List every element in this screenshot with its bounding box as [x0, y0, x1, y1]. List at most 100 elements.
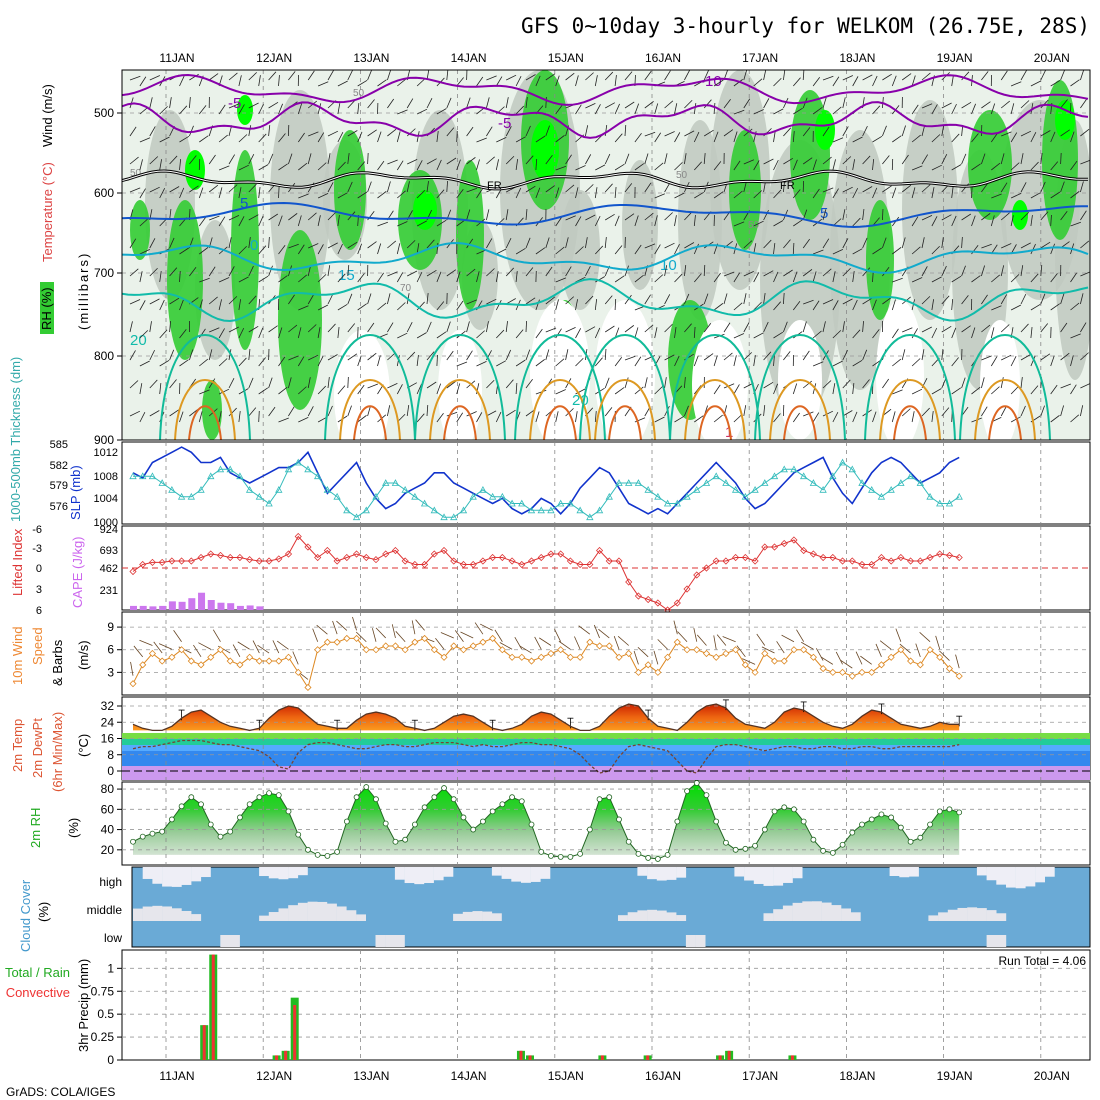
wind-barb — [248, 72, 257, 81]
wind-marker — [275, 657, 283, 665]
wind-barb — [911, 277, 923, 283]
wind-barb — [614, 275, 625, 283]
minmax-axis-label: (6hr Min/Max) — [50, 712, 65, 792]
wind-marker — [187, 657, 195, 665]
wind-barb — [783, 70, 786, 81]
rh-marker — [829, 849, 836, 856]
thickness-marker — [197, 485, 205, 493]
wind-barb — [1000, 324, 1010, 333]
wind-barb — [1070, 160, 1078, 171]
wind-barb — [1000, 265, 1005, 277]
wind-barb — [278, 244, 286, 255]
wind10-barb — [801, 641, 814, 650]
cape-tick: 231 — [100, 585, 118, 597]
rh-marker — [295, 831, 302, 838]
wind-marker — [246, 653, 254, 661]
wind-barb — [337, 103, 341, 115]
cape-bar — [139, 605, 147, 610]
li-marker — [323, 546, 331, 555]
cloud-middle-cell — [618, 915, 628, 921]
wind-barb — [792, 271, 798, 283]
wind-marker — [216, 646, 225, 654]
day-label-top: 12JAN — [256, 51, 292, 65]
cloud-middle-cell — [462, 911, 473, 921]
wind-barb — [228, 103, 240, 109]
wind-barb — [733, 384, 740, 395]
wind-marker — [848, 672, 856, 680]
wind-marker — [352, 634, 361, 642]
wind-barb — [911, 75, 916, 87]
isotherm-label: -5 — [228, 95, 241, 112]
wind-barb — [466, 238, 474, 249]
wind-barb — [763, 98, 770, 109]
wind-barb — [159, 329, 168, 339]
wind-barb — [1080, 405, 1084, 417]
wind-barb — [426, 181, 429, 193]
cloud-middle-cell — [841, 908, 851, 921]
wind10-barb — [252, 640, 260, 654]
wind10-barb — [292, 651, 299, 665]
tick-label: 24 — [101, 715, 115, 729]
wind-barb — [298, 386, 307, 395]
wind-barb — [941, 237, 944, 249]
wind-barb — [466, 321, 470, 333]
cape-bar — [159, 605, 167, 610]
wind-barb — [822, 97, 827, 109]
wind-barb — [436, 301, 445, 311]
cloud-high-cell — [443, 867, 454, 877]
wind10-units: (m/s) — [76, 640, 91, 670]
wind-barb — [416, 160, 423, 171]
wind-barb — [852, 383, 855, 395]
wind-barb — [416, 220, 428, 227]
wind-barb — [1080, 271, 1090, 277]
wind-barb — [268, 71, 277, 81]
rh-marker — [703, 792, 710, 799]
li-marker — [907, 557, 915, 565]
rh-marker — [256, 794, 263, 801]
wind-barb — [654, 162, 664, 171]
wind-barb — [496, 329, 505, 339]
wind-barb — [505, 267, 514, 277]
wind-barb — [812, 412, 820, 423]
wind-barb — [416, 301, 425, 311]
cloud-high-cell — [889, 867, 900, 876]
cloud-middle-cell — [676, 915, 687, 921]
isotherm-label: 15 — [338, 267, 355, 284]
wind-barb — [703, 322, 712, 333]
wind-barb — [664, 265, 668, 277]
cloud-high-cell — [1035, 867, 1045, 883]
wind10-barb — [736, 645, 746, 658]
wind-barb — [585, 237, 588, 249]
wind-barb — [535, 359, 545, 367]
wind-barb — [644, 377, 648, 389]
wind-barb — [872, 135, 883, 143]
rh-shading — [122, 70, 1090, 440]
wind-barb — [268, 101, 279, 109]
rh-blob-green — [278, 230, 322, 410]
wind-barb — [842, 267, 851, 277]
wind-barb — [1040, 130, 1051, 137]
wind10-barb — [316, 624, 328, 635]
precip-conv-bar — [727, 1050, 731, 1060]
cloud-high-cell — [1006, 867, 1016, 888]
wind-marker — [877, 661, 886, 669]
upper-air-labels: FR FR — [487, 180, 795, 192]
wind-barb — [1000, 153, 1005, 165]
wind-barb — [654, 274, 664, 283]
wind-barb — [1050, 273, 1058, 283]
wind-barb — [1050, 415, 1060, 423]
cloud-low-cell — [685, 935, 696, 947]
li-marker — [421, 560, 429, 569]
wind-barb — [179, 247, 189, 255]
wind10-barb — [440, 632, 454, 639]
wind-barb — [149, 321, 152, 333]
wind-barb — [654, 416, 665, 423]
isotherm-5 — [122, 201, 1089, 229]
wind10-barb — [574, 636, 581, 650]
li-marker — [187, 557, 195, 565]
wind-barb — [872, 247, 882, 255]
rh-blob-grey — [830, 130, 890, 390]
li-marker — [518, 560, 526, 569]
wind-barb — [1020, 377, 1023, 389]
